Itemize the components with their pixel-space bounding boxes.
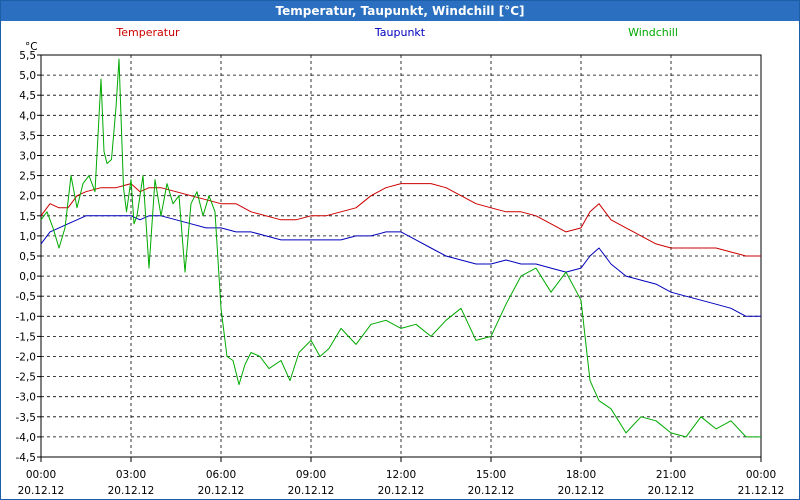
x-tick-time: 06:00: [206, 469, 236, 481]
x-tick-date: 20.12.12: [468, 485, 515, 497]
x-tick-date: 20.12.12: [18, 485, 65, 497]
y-tick-label: 2,5: [19, 171, 36, 183]
y-tick-label: 4,0: [19, 110, 36, 122]
series-line-temperatur: [40, 183, 761, 257]
y-tick-label: 5,0: [19, 70, 36, 82]
y-tick-label: -1,5: [16, 331, 37, 343]
y-tick-label: 1,5: [19, 211, 36, 223]
x-tick-date: 20.12.12: [558, 485, 605, 497]
window-title: Temperatur, Taupunkt, Windchill [°C]: [1, 1, 799, 21]
x-tick-time: 12:00: [386, 469, 416, 481]
y-tick-label: 3,5: [19, 130, 36, 142]
y-tick-label: 3,0: [19, 151, 36, 163]
y-tick-label: -0,5: [16, 291, 37, 303]
x-tick-time: 15:00: [476, 469, 506, 481]
x-tick-date: 20.12.12: [378, 485, 425, 497]
x-tick-date: 20.12.12: [648, 485, 695, 497]
x-tick-date: 21.12.12: [738, 485, 785, 497]
x-tick-time: 21:00: [656, 469, 686, 481]
y-tick-label: 4,5: [19, 90, 36, 102]
y-tick-label: -3,5: [16, 412, 37, 424]
y-tick-label: -4,5: [16, 452, 37, 464]
series-line-taupunkt: [40, 215, 761, 317]
x-tick-time: 18:00: [566, 469, 596, 481]
x-tick-date: 20.12.12: [198, 485, 245, 497]
legend-windchill: Windchill: [628, 26, 678, 39]
x-tick-time: 00:00: [26, 469, 56, 481]
y-tick-label: -2,0: [16, 352, 37, 364]
y-tick-label: -1,0: [16, 311, 37, 323]
x-tick-time: 03:00: [116, 469, 146, 481]
y-tick-label: 5,5: [19, 50, 36, 62]
legend-temperatur: Temperatur: [115, 26, 180, 39]
legend-taupunkt: Taupunkt: [374, 26, 426, 39]
x-tick-time: 00:00: [746, 469, 776, 481]
y-axis-unit: °C: [25, 41, 38, 53]
x-tick-date: 20.12.12: [288, 485, 335, 497]
x-tick-time: 09:00: [296, 469, 326, 481]
series-line-windchill: [40, 58, 761, 438]
y-tick-label: -4,0: [16, 432, 37, 444]
y-tick-label: 1,0: [19, 231, 36, 243]
y-tick-label: -2,5: [16, 372, 37, 384]
y-tick-label: 0,0: [19, 271, 36, 283]
y-tick-label: 0,5: [19, 251, 36, 263]
y-tick-label: -3,0: [16, 392, 37, 404]
chart: 5,5 5,0 4,5 4,0 3,5 3,0 2,5 2,0 1,5 1,0 0,5 0,0 -0,5…: [16, 26, 785, 497]
y-tick-label: 2,0: [19, 191, 36, 203]
x-tick-date: 20.12.12: [108, 485, 155, 497]
